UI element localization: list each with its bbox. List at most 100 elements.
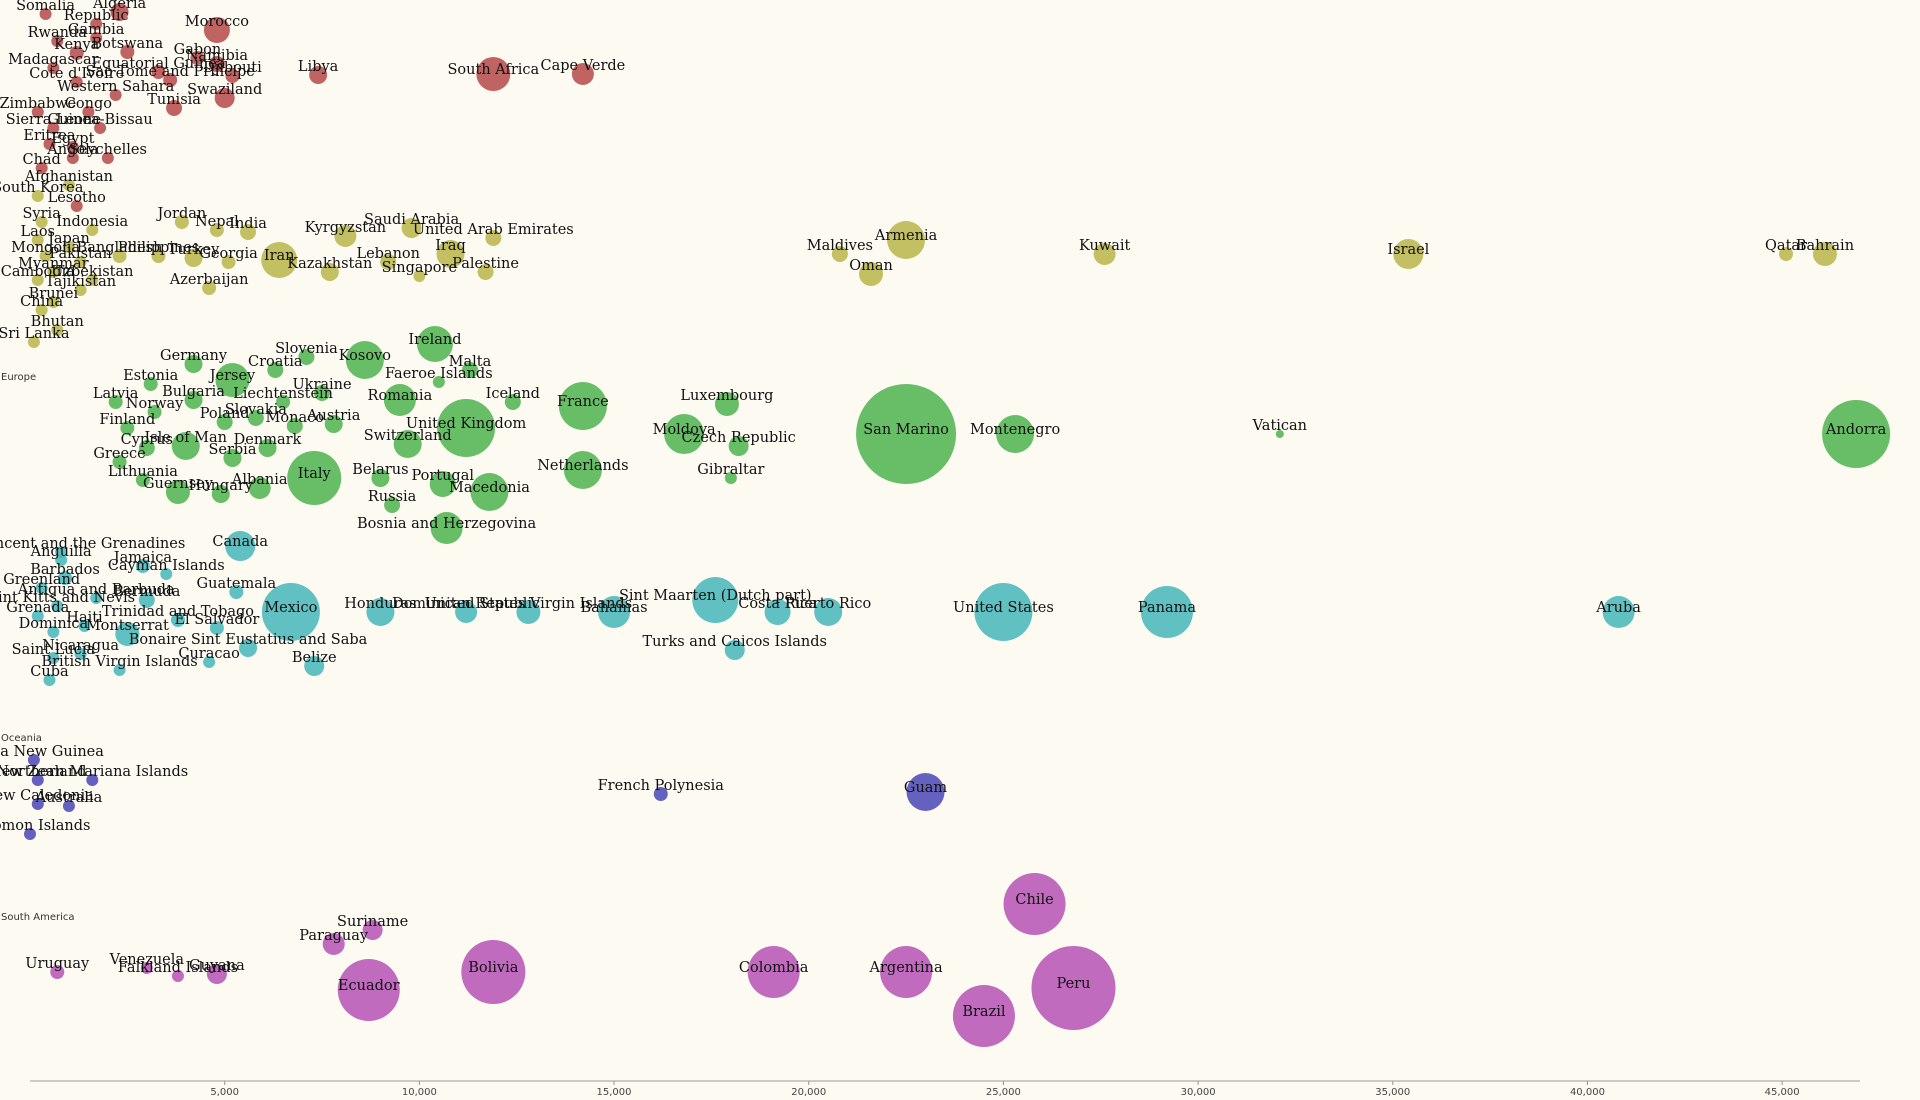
bubble-croatia[interactable]	[267, 362, 284, 378]
bubble-gambia[interactable]	[90, 32, 103, 44]
bubble-syria[interactable]	[35, 216, 48, 228]
bubble-united-kingdom[interactable]	[437, 399, 496, 457]
bubble-congo[interactable]	[82, 106, 95, 118]
bubble-slovakia[interactable]	[247, 410, 264, 426]
bubble-tunisia[interactable]	[166, 100, 183, 116]
bubble-dominican-republic[interactable]	[455, 601, 478, 623]
bubble-germany[interactable]	[184, 355, 203, 373]
bubble-chad[interactable]	[35, 162, 48, 174]
bubble-laos[interactable]	[31, 234, 44, 246]
bubble-new-zealand[interactable]	[31, 774, 44, 786]
bubble-united-states[interactable]	[974, 583, 1033, 641]
bubble-grenada[interactable]	[31, 610, 44, 622]
bubble-cape-verde[interactable]	[571, 63, 594, 85]
bubble-south-africa[interactable]	[476, 57, 511, 91]
bubble-montenegro[interactable]	[996, 415, 1035, 453]
bubble-swaziland[interactable]	[214, 88, 235, 108]
bubble-ukraine[interactable]	[314, 385, 331, 401]
bubble-montserrat[interactable]	[115, 622, 140, 646]
bubble-norway[interactable]	[147, 405, 162, 419]
bubble-france[interactable]	[558, 382, 607, 430]
bubble-canada[interactable]	[225, 531, 256, 561]
bubble-cote-d-ivoire[interactable]	[70, 76, 83, 88]
bubble-new-caledonia[interactable]	[31, 798, 44, 810]
bubble-guyana[interactable]	[206, 964, 227, 984]
bubble-sint-maarten-dutch-part-[interactable]	[692, 577, 739, 623]
bubble-dominica[interactable]	[47, 626, 60, 638]
bubble-singapore[interactable]	[413, 270, 426, 282]
bubble-south-korea[interactable]	[31, 190, 44, 202]
bubble-djibouti[interactable]	[225, 69, 240, 83]
bubble-vatican[interactable]	[1275, 430, 1284, 438]
bubble-azerbaijan[interactable]	[202, 281, 217, 295]
bubble-falkland-islands[interactable]	[171, 970, 184, 982]
bubble-rwanda[interactable]	[51, 35, 64, 47]
bubble-cambodia[interactable]	[31, 274, 44, 286]
bubble-bulgaria[interactable]	[184, 391, 203, 409]
bubble-iran[interactable]	[261, 242, 298, 278]
bubble-palestine[interactable]	[477, 264, 494, 280]
bubble-china[interactable]	[35, 304, 48, 316]
bubble-afghanistan[interactable]	[62, 179, 75, 191]
bubble-lithuania[interactable]	[135, 473, 150, 487]
bubble-mexico[interactable]	[261, 583, 320, 641]
bubble-kosovo[interactable]	[345, 341, 384, 379]
bubble-guam[interactable]	[906, 773, 945, 811]
bubble-saudi-arabia[interactable]	[401, 218, 422, 238]
bubble-romania[interactable]	[383, 384, 416, 416]
bubble-estonia[interactable]	[143, 377, 158, 391]
bubble-armenia[interactable]	[887, 221, 926, 259]
bubble-cuba[interactable]	[43, 674, 56, 686]
bubble-serbia[interactable]	[223, 449, 242, 467]
bubble-slovenia[interactable]	[298, 349, 315, 365]
bubble-nicaragua[interactable]	[74, 648, 87, 660]
bubble-papua-new-guinea[interactable]	[27, 754, 40, 766]
bubble-philippines[interactable]	[151, 249, 166, 263]
bubble-sri-lanka[interactable]	[27, 336, 40, 348]
bubble-mongolia[interactable]	[39, 250, 52, 262]
bubble-kyrgyzstan[interactable]	[334, 225, 357, 247]
bubble-switzerland[interactable]	[393, 430, 422, 458]
bubble-haiti[interactable]	[78, 620, 91, 632]
bubble-madagascar[interactable]	[47, 62, 60, 74]
bubble-san-marino[interactable]	[856, 384, 957, 484]
bubble-somalia[interactable]	[39, 8, 52, 20]
bubble-bahrain[interactable]	[1812, 242, 1837, 266]
bubble-eritrea[interactable]	[43, 138, 56, 150]
bubble-equatorial-guinea[interactable]	[151, 65, 166, 79]
bubble-brunei[interactable]	[47, 296, 60, 308]
bubble-republic[interactable]	[90, 18, 103, 30]
bubble-paraguay[interactable]	[322, 933, 345, 955]
bubble-antigua-and-barbuda[interactable]	[90, 592, 103, 604]
bubble-barbados[interactable]	[58, 571, 73, 585]
bubble-poland[interactable]	[216, 414, 233, 430]
bubble-indonesia[interactable]	[86, 224, 99, 236]
bubble-french-polynesia[interactable]	[653, 787, 668, 801]
bubble-moldova[interactable]	[664, 414, 705, 454]
bubble-uzbekistan[interactable]	[86, 274, 99, 286]
bubble-kenya[interactable]	[69, 46, 84, 60]
bubble-iraq[interactable]	[436, 240, 465, 268]
bubble-united-arab-emirates[interactable]	[485, 230, 502, 246]
bubble-denmark[interactable]	[258, 439, 277, 457]
bubble-ireland[interactable]	[416, 326, 453, 362]
bubble-greece[interactable]	[112, 455, 127, 469]
bubble-luxembourg[interactable]	[714, 392, 739, 416]
bubble-hungary[interactable]	[211, 485, 230, 503]
bubble-united-states-virgin-islands[interactable]	[516, 600, 541, 624]
bubble-australia[interactable]	[62, 800, 75, 812]
bubble-macedonia[interactable]	[470, 473, 509, 511]
bubble-jordan[interactable]	[174, 215, 189, 229]
bubble-gibraltar[interactable]	[724, 472, 737, 484]
bubble-british-virgin-islands[interactable]	[113, 664, 126, 676]
bubble-el-salvador[interactable]	[209, 621, 224, 635]
bubble-western-sahara[interactable]	[109, 89, 122, 101]
bubble-seychelles[interactable]	[101, 152, 114, 164]
bubble-suriname[interactable]	[362, 920, 383, 940]
bubble-anguilla[interactable]	[55, 554, 68, 566]
bubble-guernsey[interactable]	[165, 480, 190, 504]
bubble-andorra[interactable]	[1822, 400, 1891, 468]
bubble-faeroe-islands[interactable]	[432, 376, 445, 388]
bubble-bolivia[interactable]	[461, 940, 526, 1004]
bubble-austria[interactable]	[324, 415, 343, 433]
